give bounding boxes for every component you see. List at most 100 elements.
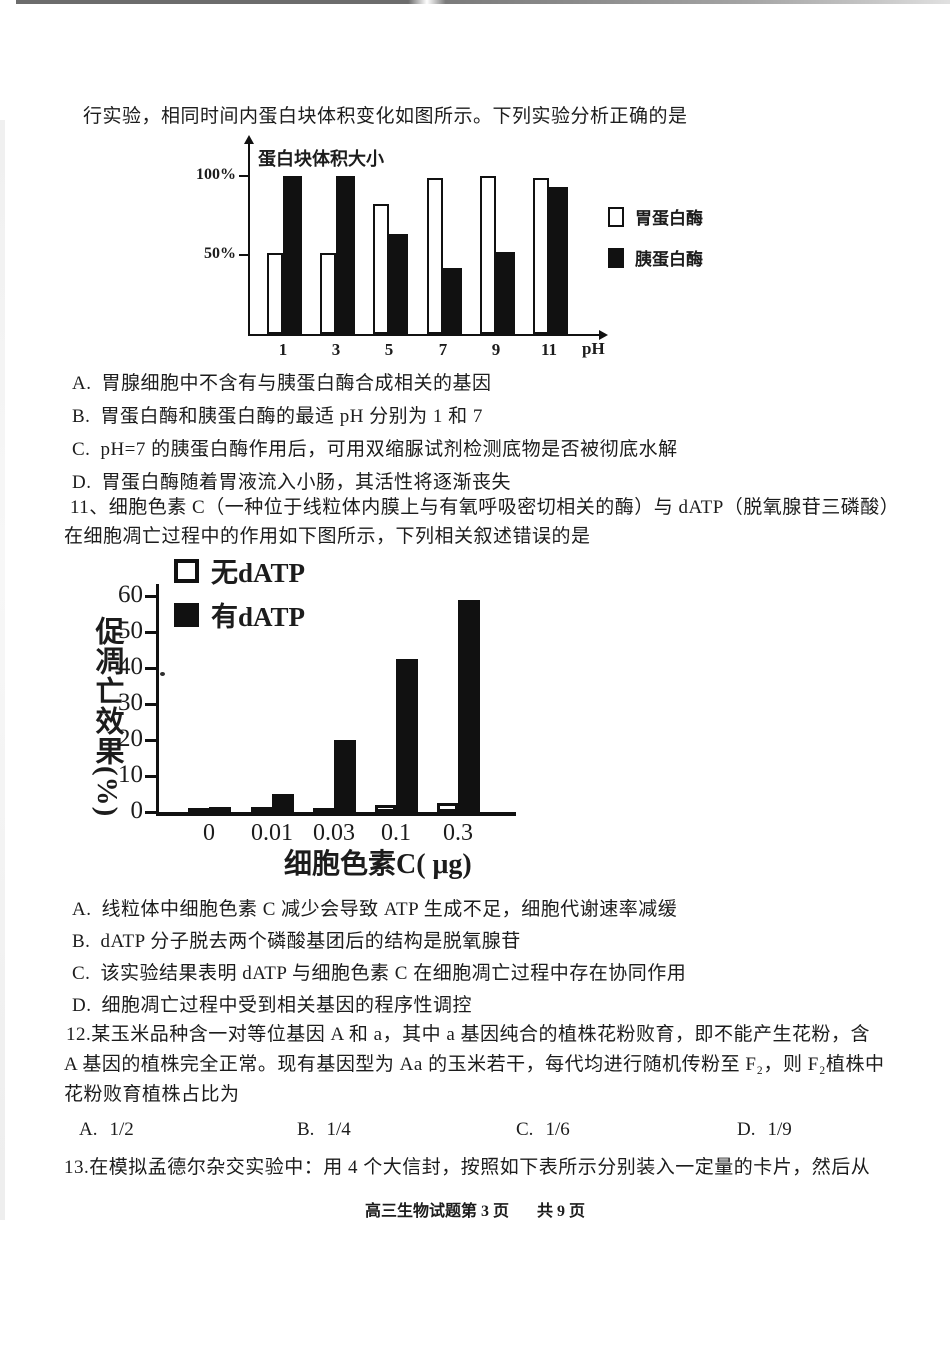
legend-swatch-black: [174, 602, 199, 627]
x-tick-label: 11: [540, 340, 558, 359]
bar-胰蛋白酶-7: [443, 268, 462, 334]
chart2-legend: 无dATP 有dATP: [174, 551, 305, 639]
q11-option-a: A. 线粒体中细胞色素 C 减少会导致 ATP 生成不足，细胞代谢速率减缓: [72, 899, 678, 920]
chart-protein-volume-vs-ph: 蛋白块体积大小 pH 100% 50% 1 3 5 7 9 11 胃蛋白酶胰蛋白酶: [185, 135, 745, 370]
q12-stem-line3: 花粉败育植株占比为: [64, 1084, 240, 1105]
q10-option-b: B. 胃蛋白酶和胰蛋白酶的最适 pH 分别为 1 和 7: [72, 406, 483, 427]
q12-option-d: D. 1/9: [737, 1119, 792, 1140]
y-tick-mark: [239, 254, 248, 256]
bar-胰蛋白酶-5: [389, 234, 408, 334]
footer-total-pages: 共 9 页: [537, 1203, 586, 1220]
q12-options-row: A. 1/2 B. 1/4 C. 1/6 D. 1/9: [0, 1119, 950, 1145]
x-tick-label: 5: [384, 340, 394, 359]
bar-胰蛋白酶-1: [283, 176, 302, 334]
y-tick-mark: [145, 631, 156, 634]
chart1-y-axis-title: 蛋白块体积大小: [258, 149, 384, 169]
bar-胃蛋白酶-5: [373, 204, 389, 334]
legend-entry: 胰蛋白酶: [608, 245, 703, 270]
x-tick-label: 0: [203, 820, 215, 846]
x-tick-label: 3: [331, 340, 341, 359]
q13-stem-line1: 13.在模拟孟德尔杂交实验中：用 4 个大信封，按照如下表所示分别装入一定量的卡…: [64, 1157, 871, 1178]
chart1-y-axis: [248, 144, 250, 336]
legend-entry: 有dATP: [174, 595, 305, 634]
x-tick-label: 0.1: [381, 820, 411, 846]
bar-胃蛋白酶-7: [427, 178, 443, 334]
bar-胰蛋白酶-3: [336, 176, 355, 334]
legend-swatch-black: [608, 247, 624, 268]
bar-无dATP-0: [188, 808, 209, 814]
bar-有dATP-0: [209, 807, 231, 812]
bar-有dATP-0.1: [396, 659, 418, 812]
y-tick-label: 30: [118, 689, 143, 716]
q11-stem-line1: 11、细胞色素 C（一种位于线粒体内膜上与有氧呼吸密切相关的酶）与 dATP（脱…: [70, 497, 900, 518]
bar-无dATP-0.3: [437, 803, 458, 812]
q12-stem-line2: A 基因的植株完全正常。现有基因型为 Aa 的玉米若干，每代均进行随机传粉至 F…: [64, 1054, 885, 1075]
chart1-x-axis-arrow-icon: [599, 330, 608, 340]
y-tick-mark: [145, 811, 156, 814]
bar-无dATP-0.01: [251, 807, 272, 813]
q11-option-c: C. 该实验结果表明 dATP 与细胞色素 C 在细胞凋亡过程中存在协同作用: [72, 963, 687, 984]
x-tick-label: 9: [491, 340, 501, 359]
y-tick-label: 40: [118, 653, 143, 680]
bar-胰蛋白酶-11: [549, 187, 568, 334]
chart2-y-axis: [156, 584, 159, 815]
y-tick-label: 100%: [196, 166, 236, 183]
bar-胃蛋白酶-11: [533, 178, 549, 334]
chart1-legend: 胃蛋白酶胰蛋白酶: [608, 204, 703, 286]
legend-label: 有dATP: [211, 602, 306, 632]
q11-stem-line2: 在细胞凋亡过程中的作用如下图所示，下列相关叙述错误的是: [64, 526, 591, 547]
q10-option-c: C. pH=7 的胰蛋白酶作用后，可用双缩脲试剂检测底物是否被彻底水解: [72, 439, 678, 460]
chart1-x-axis-unit: pH: [582, 339, 605, 358]
y-tick-label: 50: [118, 617, 143, 644]
legend-entry: 胃蛋白酶: [608, 204, 703, 229]
bar-无dATP-0.1: [375, 805, 396, 812]
page-footer: 高三生物试题第 3 页 共 9 页: [0, 1197, 950, 1221]
legend-entry: 无dATP: [174, 551, 305, 590]
chart1-x-axis: [248, 334, 600, 336]
q11-option-b: B. dATP 分子脱去两个磷酸基团后的结构是脱氧腺苷: [72, 931, 521, 952]
q12-stem-line1: 12.某玉米品种含一对等位基因 A 和 a，其中 a 基因纯合的植株花粉败育，即…: [66, 1024, 871, 1045]
y-tick-mark: [145, 739, 156, 742]
q12-option-c: C. 1/6: [516, 1119, 570, 1140]
q10-stem-continuation: 行实验，相同时间内蛋白块体积变化如图所示。下列实验分析正确的是: [83, 106, 688, 127]
y-tick-label: 60: [118, 581, 143, 608]
chart1-y-axis-arrow-icon: [244, 135, 254, 144]
scan-artifact-left-edge: [0, 120, 5, 1220]
bar-有dATP-0.3: [458, 600, 480, 812]
bar-胃蛋白酶-1: [267, 253, 283, 334]
y-tick-label: 10: [118, 761, 143, 788]
y-tick-label: 50%: [204, 245, 236, 262]
legend-label: 无dATP: [211, 558, 306, 588]
chart-apoptosis-vs-cytochrome-c: 促凋亡效果(%) 0 10 20 30 40 50 60 0 0.01 0.03 0.1 0.3 细胞…: [88, 548, 628, 888]
x-tick-label: 1: [278, 340, 288, 359]
y-tick-label: 20: [118, 725, 143, 752]
x-tick-label: 0.03: [313, 820, 355, 846]
x-tick-label: 0.3: [443, 820, 473, 846]
y-tick-label: 0: [130, 797, 144, 824]
chart2-x-axis-title: 细胞色素C( μg): [284, 849, 472, 880]
bar-有dATP-0.03: [334, 740, 356, 812]
y-tick-mark: [239, 175, 248, 177]
y-tick-mark: [145, 595, 156, 598]
x-tick-label: 0.01: [251, 820, 293, 846]
legend-swatch-white: [608, 206, 624, 227]
bar-无dATP-0.03: [313, 808, 334, 814]
q12-option-a: A. 1/2: [79, 1119, 134, 1140]
q10-option-d: D. 胃蛋白酶随着胃液流入小肠，其活性将逐渐丧失: [72, 472, 511, 493]
bar-胃蛋白酶-3: [320, 253, 336, 334]
chart2-y-axis-title: 促凋亡效果(%): [91, 616, 123, 818]
bar-有dATP-0.01: [272, 794, 294, 812]
q12-option-b: B. 1/4: [297, 1119, 351, 1140]
x-tick-label: 7: [438, 340, 448, 359]
y-tick-mark: [145, 775, 156, 778]
legend-label: 胰蛋白酶: [635, 250, 703, 269]
bar-胃蛋白酶-9: [480, 176, 496, 334]
footer-page-number: 高三生物试题第 3 页: [364, 1203, 509, 1220]
y-tick-mark: [145, 703, 156, 706]
q10-option-a: A. 胃腺细胞中不含有与胰蛋白酶合成相关的基因: [72, 373, 492, 394]
q11-option-d: D. 细胞凋亡过程中受到相关基因的程序性调控: [72, 995, 472, 1016]
scan-artifact-dot: [160, 672, 165, 676]
bar-胰蛋白酶-9: [496, 252, 515, 334]
chart2-x-axis: [156, 812, 516, 816]
